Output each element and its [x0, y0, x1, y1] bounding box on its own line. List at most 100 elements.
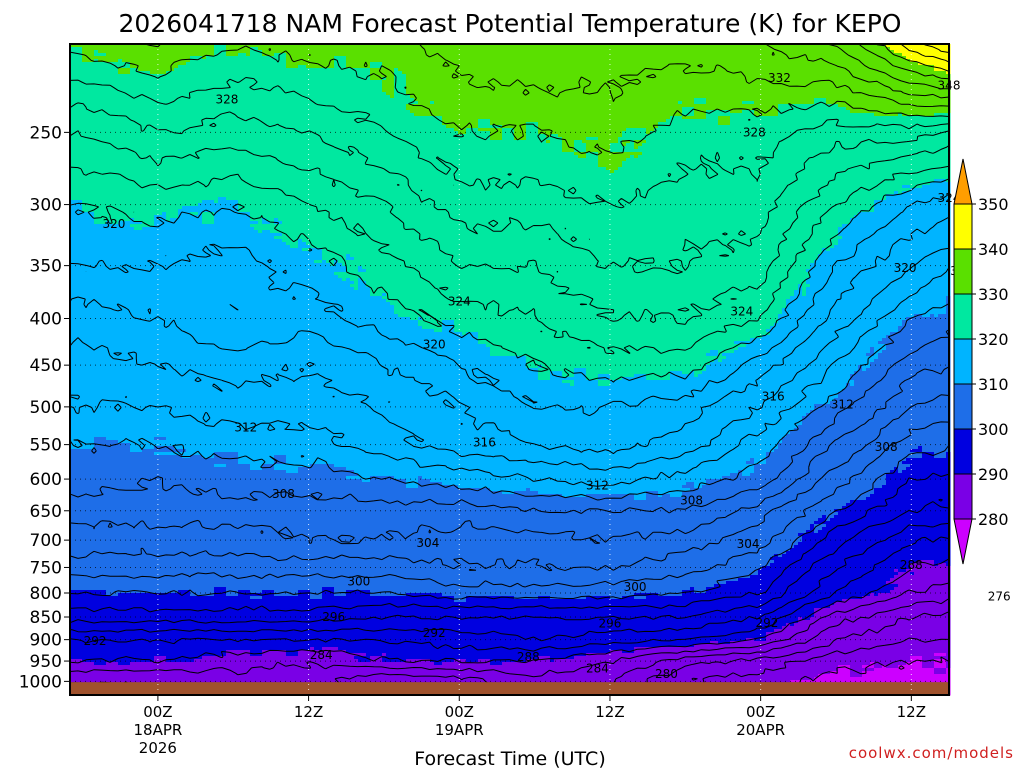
contour-cell	[102, 632, 107, 636]
contour-cell	[114, 485, 119, 489]
contour-cell	[70, 644, 75, 648]
contour-cell	[82, 611, 87, 615]
contour-cell	[90, 263, 95, 267]
contour-cell	[150, 428, 155, 432]
contour-cell	[82, 236, 87, 240]
contour-cell	[122, 554, 127, 558]
contour-cell	[114, 548, 119, 552]
contour-cell	[154, 59, 159, 63]
contour-cell	[70, 200, 75, 204]
contour-cell	[158, 176, 163, 180]
contour-cell	[134, 266, 139, 270]
contour-cell	[98, 554, 103, 558]
contour-cell	[146, 671, 151, 675]
contour-cell	[142, 74, 147, 78]
contour-cell	[78, 287, 83, 291]
contour-cell	[150, 272, 155, 276]
contour-cell	[146, 407, 151, 411]
contour-cell	[134, 146, 139, 150]
contour-cell	[70, 326, 75, 330]
contour-cell	[94, 611, 99, 615]
contour-cell	[126, 239, 131, 243]
contour-cell	[158, 458, 163, 462]
contour-cell	[146, 659, 151, 663]
contour-cell	[110, 92, 115, 96]
contour-cell	[110, 320, 115, 324]
contour-cell	[130, 680, 135, 684]
contour-cell	[74, 416, 79, 420]
contour-cell	[102, 566, 107, 570]
contour-cell	[118, 653, 123, 657]
contour-cell	[102, 188, 107, 192]
contour-cell	[82, 197, 87, 201]
contour-cell	[142, 116, 147, 120]
contour-cell	[130, 236, 135, 240]
contour-cell	[122, 344, 127, 348]
contour-cell	[146, 119, 151, 123]
contour-cell	[158, 401, 163, 405]
contour-cell	[70, 311, 75, 315]
contour-cell	[102, 374, 107, 378]
contour-cell	[94, 257, 99, 261]
contour-cell	[130, 56, 135, 60]
contour-cell	[114, 422, 119, 426]
contour-cell	[82, 134, 87, 138]
contour-cell	[146, 83, 151, 87]
contour-cell	[110, 608, 115, 612]
contour-cell	[126, 398, 131, 402]
contour-cell	[158, 503, 163, 507]
contour-cell	[154, 401, 159, 405]
contour-cell	[102, 95, 107, 99]
contour-cell	[74, 44, 79, 48]
contour-cell	[142, 593, 147, 597]
contour-cell	[106, 143, 111, 147]
contour-cell	[70, 197, 75, 201]
contour-cell	[70, 305, 75, 309]
contour-cell	[90, 125, 95, 129]
contour-cell	[106, 212, 111, 216]
contour-cell	[122, 89, 127, 93]
contour-cell	[122, 551, 127, 555]
contour-cell	[142, 671, 147, 675]
contour-cell	[78, 89, 83, 93]
contour-cell	[70, 422, 75, 426]
contour-cell	[74, 275, 79, 279]
contour-cell	[110, 545, 115, 549]
contour-cell	[90, 413, 95, 417]
contour-cell	[158, 572, 163, 576]
contour-cell	[130, 131, 135, 135]
contour-cell	[126, 461, 131, 465]
contour-cell	[122, 257, 127, 261]
contour-cell	[86, 338, 91, 342]
contour-cell	[134, 377, 139, 381]
contour-cell	[122, 284, 127, 288]
contour-cell	[110, 158, 115, 162]
contour-cell	[126, 488, 131, 492]
contour-cell	[146, 656, 151, 660]
contour-cell	[102, 557, 107, 561]
contour-cell	[94, 428, 99, 432]
contour-cell	[110, 371, 115, 375]
contour-cell	[90, 548, 95, 552]
contour-cell	[98, 611, 103, 615]
contour-cell	[158, 485, 163, 489]
contour-cell	[110, 326, 115, 330]
contour-cell	[142, 677, 147, 681]
contour-cell	[134, 533, 139, 537]
contour-cell	[86, 122, 91, 126]
contour-cell	[106, 488, 111, 492]
contour-cell	[74, 299, 79, 303]
contour-cell	[146, 320, 151, 324]
contour-cell	[130, 575, 135, 579]
contour-cell	[150, 446, 155, 450]
contour-cell	[70, 155, 75, 159]
contour-cell	[74, 584, 79, 588]
contour-cell	[70, 542, 75, 546]
contour-cell	[78, 413, 83, 417]
contour-cell	[150, 680, 155, 684]
contour-cell	[118, 290, 123, 294]
contour-cell	[82, 272, 87, 276]
contour-cell	[74, 182, 79, 186]
contour-cell	[94, 62, 99, 66]
contour-cell	[130, 545, 135, 549]
